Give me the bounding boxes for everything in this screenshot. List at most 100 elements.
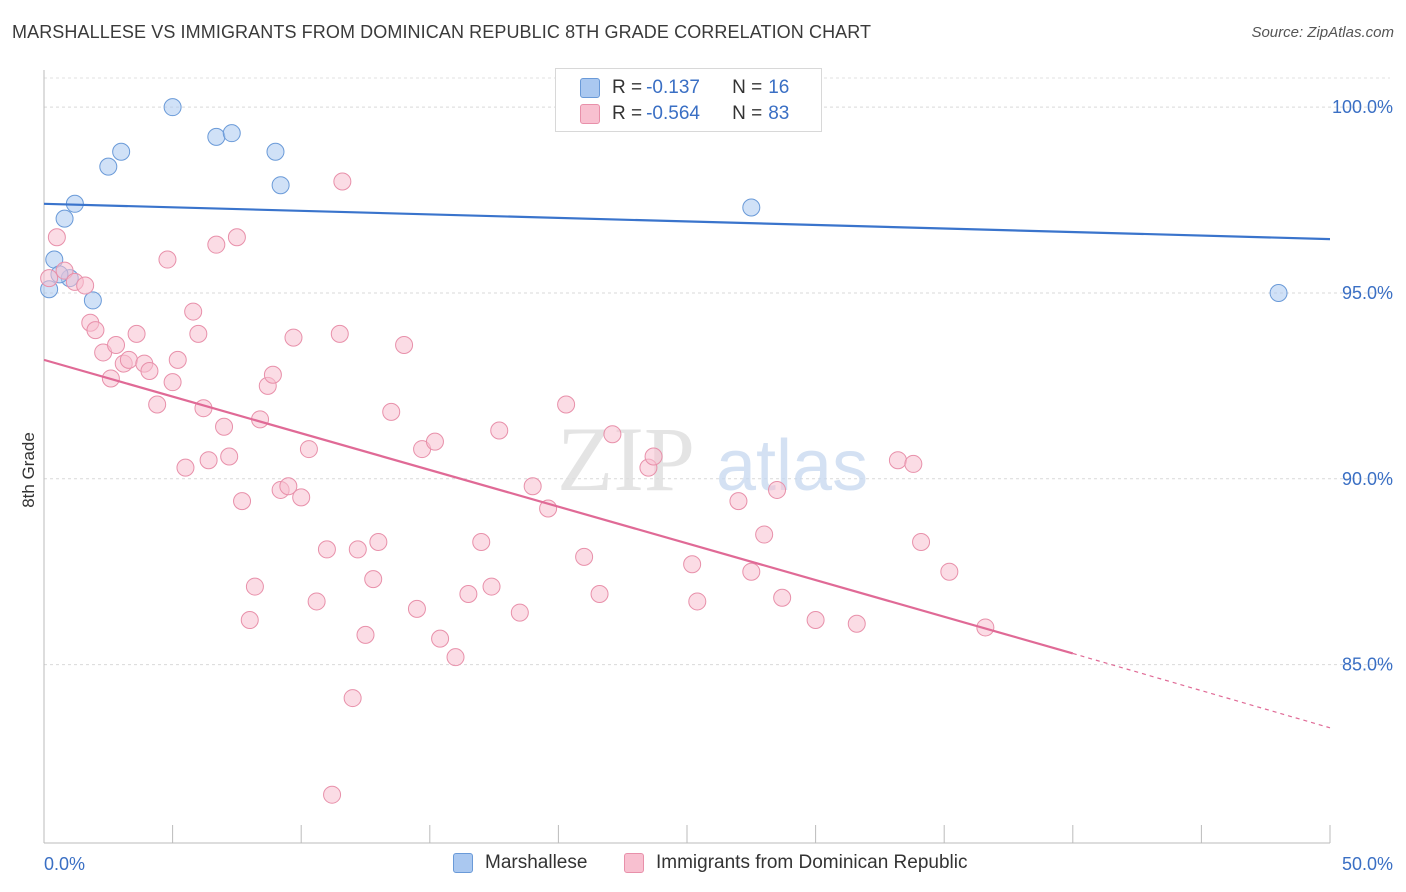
dominican-point — [603, 425, 622, 444]
x-tick-label: 0.0% — [44, 854, 85, 874]
legend-swatch-marshallese — [580, 78, 600, 98]
dominican-point — [330, 324, 349, 343]
marshallese-point — [222, 124, 241, 143]
series-legend-marshallese: Marshallese — [453, 852, 587, 874]
dominican-point — [482, 577, 501, 596]
legend-row-marshallese: R = -0.137 N = 16 — [580, 76, 789, 100]
dominican-point — [284, 328, 303, 347]
dominican-point — [343, 689, 362, 708]
dominican-point — [356, 625, 375, 644]
tick-labels: 100.0% 95.0% 90.0% 85.0% 0.0% 50.0% — [44, 97, 1393, 874]
dominican-point — [590, 585, 609, 604]
dominican-trend-extension — [1072, 652, 1331, 729]
series-swatch-marshallese — [453, 853, 473, 873]
dominican-point — [742, 562, 761, 581]
legend-r-value: -0.137 — [646, 77, 700, 98]
dominican-point — [148, 395, 167, 414]
dominican-point — [431, 629, 450, 648]
y-tick-label: 90.0% — [1342, 469, 1393, 489]
dominican-point — [940, 562, 959, 581]
dominican-point — [207, 235, 226, 254]
dominican-point — [263, 365, 282, 384]
trend-lines — [43, 202, 1331, 729]
dominican-trend-line — [43, 358, 1074, 655]
marshallese-point — [266, 142, 285, 161]
dominican-point — [510, 603, 529, 622]
dominican-point — [199, 451, 218, 470]
y-tick-label: 100.0% — [1332, 97, 1393, 117]
dominican-point — [395, 336, 414, 355]
dominican-point — [107, 336, 126, 355]
marshallese-point — [163, 98, 182, 117]
dominican-point — [55, 261, 74, 280]
dominican-point — [317, 540, 336, 559]
dominican-point — [189, 324, 208, 343]
legend-r-value: -0.564 — [646, 103, 700, 124]
dominican-point — [688, 592, 707, 611]
dominican-point — [407, 599, 426, 618]
series-label-dominican: Immigrants from Dominican Republic — [656, 852, 968, 873]
dominican-point — [233, 492, 252, 511]
dominican-point — [176, 458, 195, 477]
y-tick-label: 95.0% — [1342, 283, 1393, 303]
dominican-point — [184, 302, 203, 321]
chart-source: Source: ZipAtlas.com — [1251, 24, 1394, 41]
dominican-point — [557, 395, 576, 414]
dominican-point — [163, 373, 182, 392]
legend-row-dominican: R = -0.564 N = 83 — [580, 102, 789, 126]
dominican-point — [575, 547, 594, 566]
dominican-point — [333, 172, 352, 191]
marshallese-point — [207, 127, 226, 146]
series-legend: Marshallese Immigrants from Dominican Re… — [0, 852, 1406, 878]
axes — [43, 70, 1331, 844]
dominican-point — [240, 611, 259, 630]
dominican-point — [369, 532, 388, 551]
dominican-point — [215, 417, 234, 436]
legend-r-label: R = — [612, 77, 643, 98]
y-tick-label: 85.0% — [1342, 655, 1393, 675]
dominican-point — [755, 525, 774, 544]
dominican-point — [683, 555, 702, 574]
dominican-point — [912, 532, 931, 551]
dominican-point — [888, 451, 907, 470]
legend-r-label: R = — [612, 103, 643, 124]
dominican-point — [847, 614, 866, 633]
marshallese-point — [742, 198, 761, 217]
marshallese-trend-line — [43, 202, 1331, 241]
dominican-point — [364, 570, 383, 589]
dominican-point — [47, 228, 66, 247]
legend-n-label: N = — [732, 77, 763, 98]
legend-n-value: 16 — [768, 77, 790, 98]
x-tick-label: 50.0% — [1342, 854, 1393, 874]
marshallese-point — [271, 176, 290, 195]
dominican-point — [768, 480, 787, 499]
series-label-marshallese: Marshallese — [485, 852, 588, 873]
dominican-point — [245, 577, 264, 596]
dominican-point — [119, 350, 138, 369]
dominican-point — [904, 454, 923, 473]
dominican-point — [292, 488, 311, 507]
y-axis-label: 8th Grade — [19, 432, 38, 508]
legend-n-label: N = — [732, 103, 763, 124]
series-swatch-dominican — [624, 853, 644, 873]
dominican-point — [446, 648, 465, 667]
watermark-zip: ZIP — [557, 408, 695, 510]
marshallese-point — [99, 157, 118, 176]
dominican-point — [472, 532, 491, 551]
dominican-point — [307, 592, 326, 611]
dominican-point — [279, 477, 298, 496]
marshallese-point — [55, 209, 74, 228]
marshallese-point — [83, 291, 102, 310]
dominican-point — [773, 588, 792, 607]
chart-title: MARSHALLESE VS IMMIGRANTS FROM DOMINICAN… — [12, 22, 872, 42]
dominican-point — [490, 421, 509, 440]
dominican-point — [158, 250, 177, 269]
data-points — [40, 98, 1288, 804]
dominican-point — [76, 276, 95, 295]
legend-n-value: 83 — [768, 103, 790, 124]
dominican-point — [348, 540, 367, 559]
dominican-point — [40, 269, 59, 288]
watermark: ZIP atlas — [557, 408, 868, 510]
dominican-point — [299, 440, 318, 459]
